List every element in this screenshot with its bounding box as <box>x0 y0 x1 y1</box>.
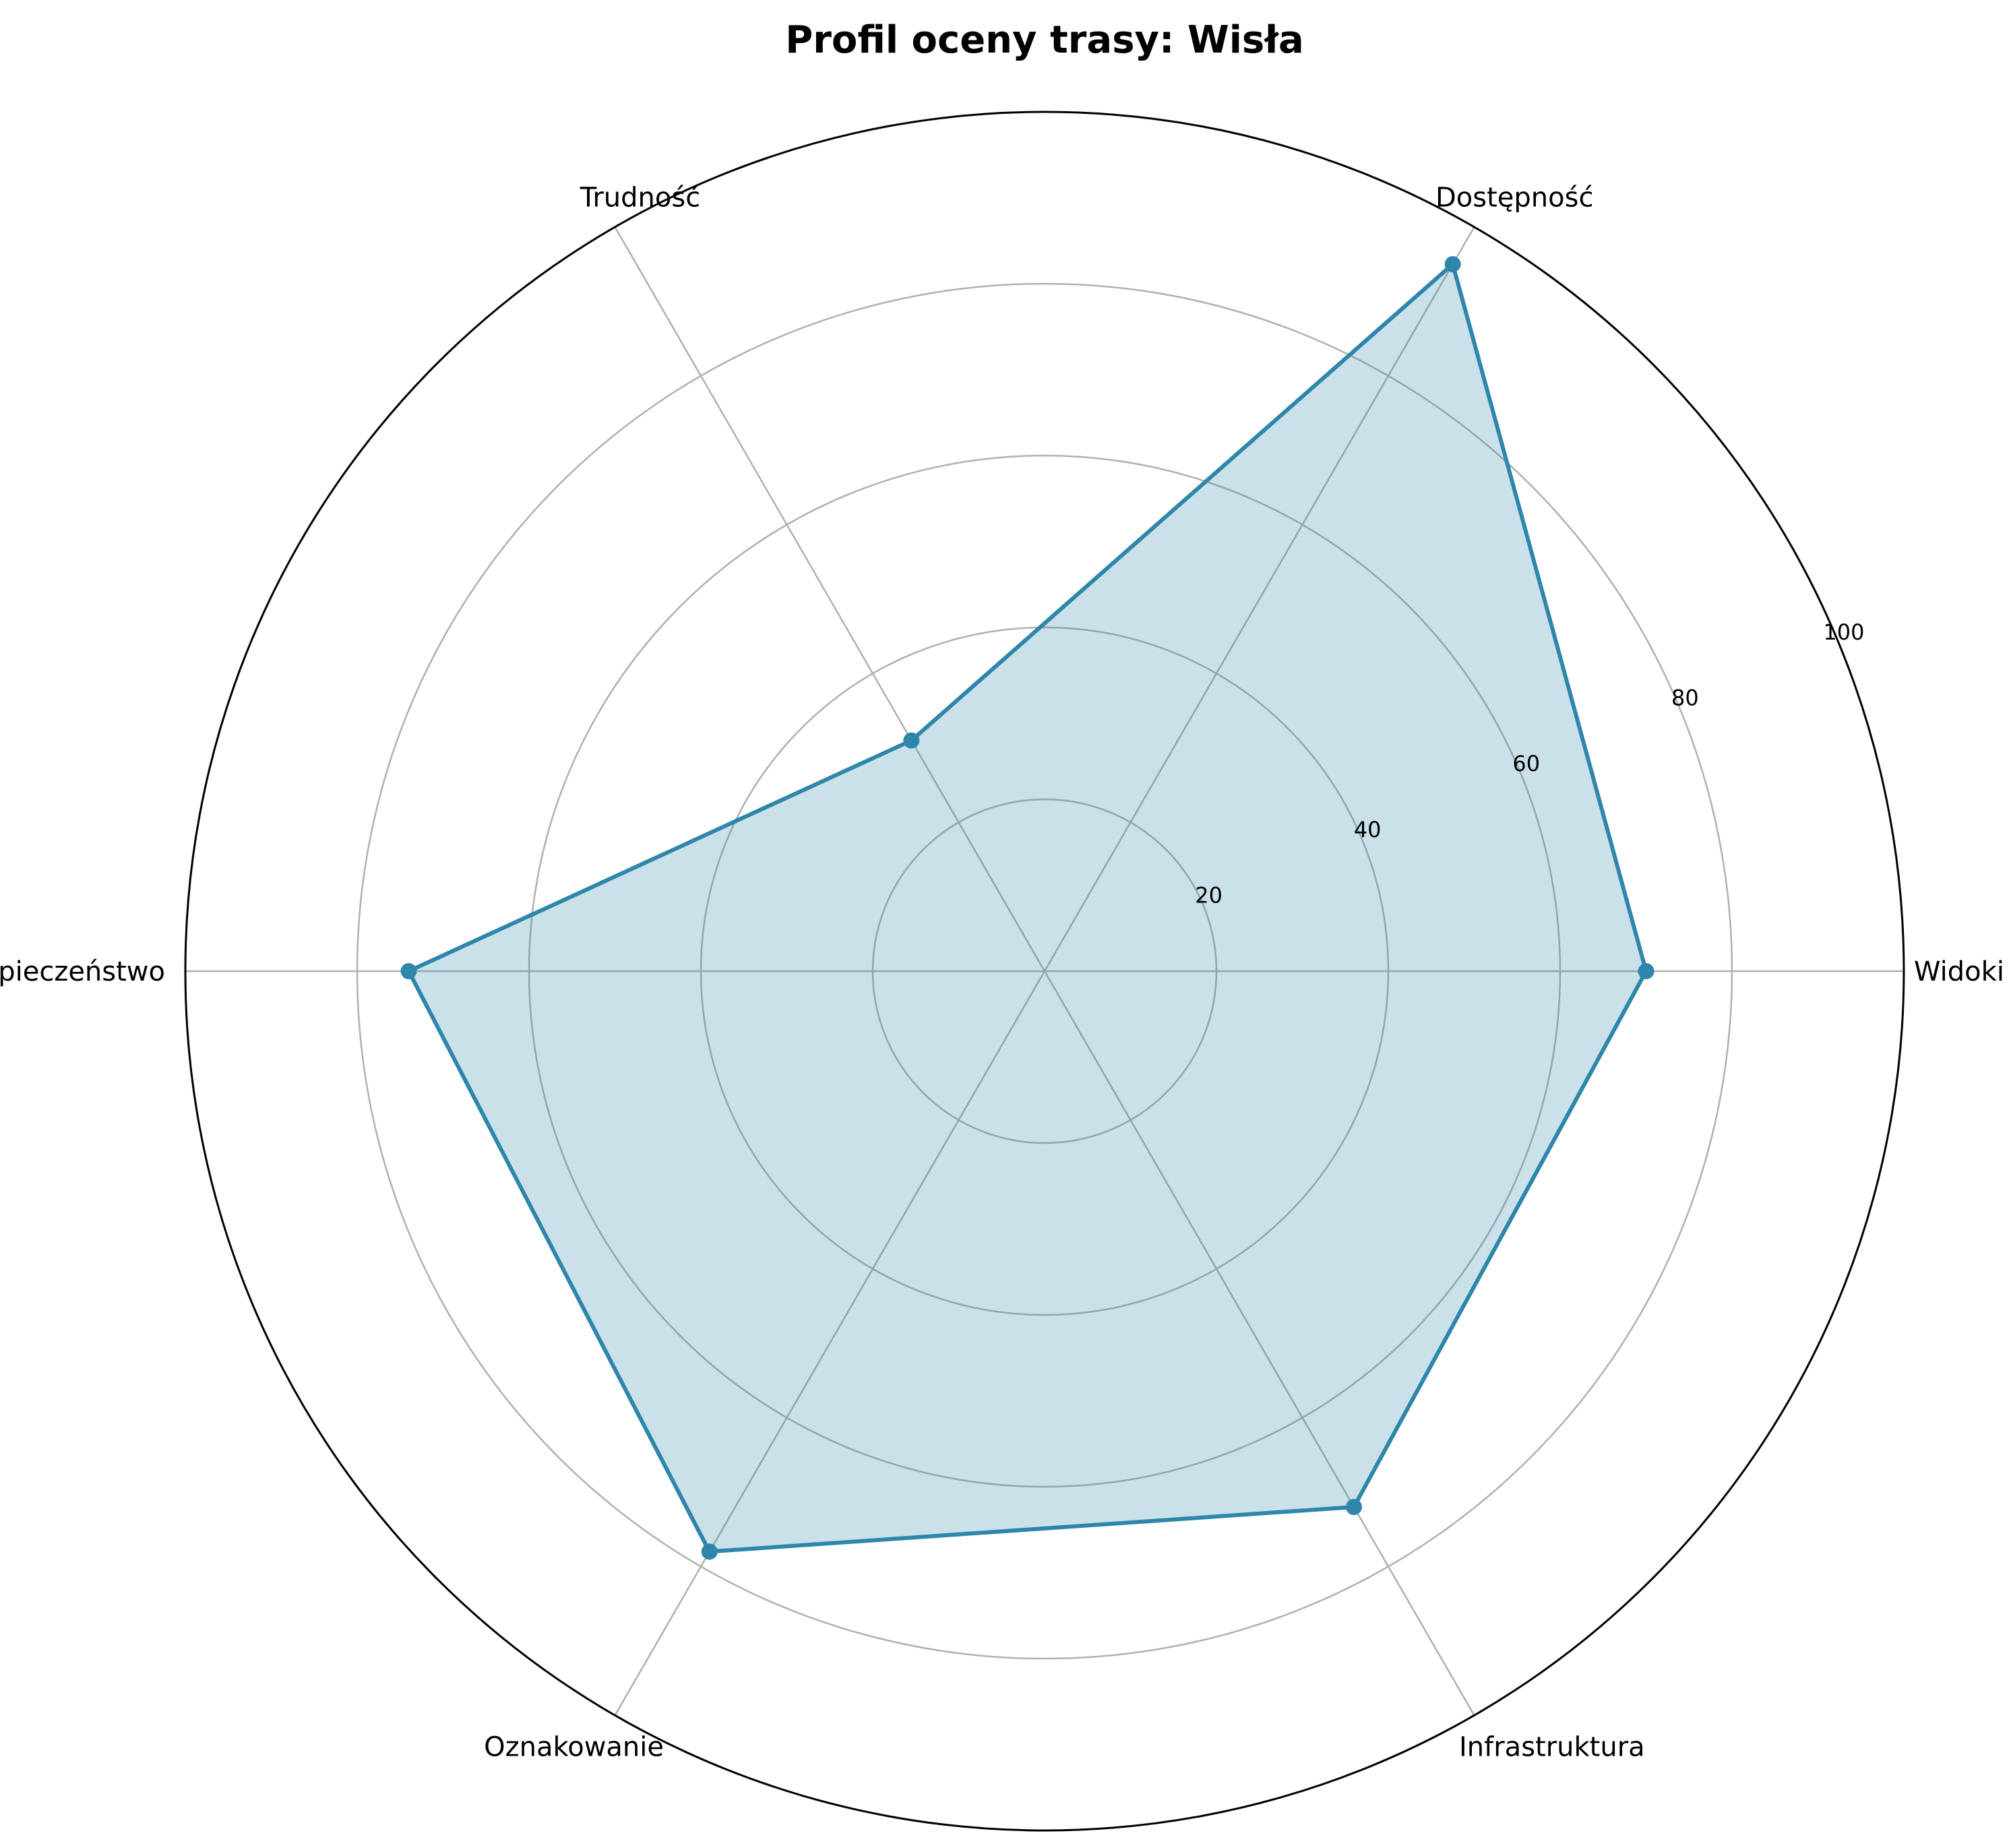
r-tick-label-100: 100 <box>1823 619 1864 645</box>
r-tick-label-80: 80 <box>1671 685 1699 711</box>
radar-grid <box>184 111 1905 1832</box>
data-point-Dostępność <box>1444 256 1461 273</box>
category-label-0: Widoki <box>1914 956 2004 987</box>
category-label-2: Trudność <box>580 183 700 214</box>
series-area-0 <box>408 264 1646 1552</box>
data-point-Widoki <box>1638 963 1654 979</box>
spoke-4 <box>614 971 1046 1716</box>
category-label-4: Oznakowanie <box>484 1731 664 1762</box>
r-tick-label-60: 60 <box>1512 751 1540 776</box>
radar-series <box>400 256 1654 1560</box>
r-tick-label-20: 20 <box>1195 882 1223 908</box>
category-label-1: Dostępność <box>1435 183 1593 214</box>
category-label-3: Bezpieczeństwo <box>0 956 165 987</box>
data-point-Trudność <box>903 732 920 749</box>
data-point-Oznakowanie <box>701 1543 718 1560</box>
spoke-5 <box>1043 971 1475 1716</box>
outer-frame <box>184 111 1905 1832</box>
category-label-5: Infrastruktura <box>1459 1731 1645 1762</box>
r-tick-label-40: 40 <box>1354 817 1382 842</box>
spoke-1 <box>1043 226 1475 972</box>
axis-labels: 20 40 60 80 100 Widoki Dostępność Trudność Bezpi… <box>0 183 2004 1763</box>
data-point-Infrastruktura <box>1346 1499 1362 1516</box>
spoke-2 <box>614 226 1046 972</box>
chart-title: Profil oceny trasy: Wisła <box>785 18 1304 62</box>
data-point-Bezpieczeństwo <box>400 963 417 979</box>
